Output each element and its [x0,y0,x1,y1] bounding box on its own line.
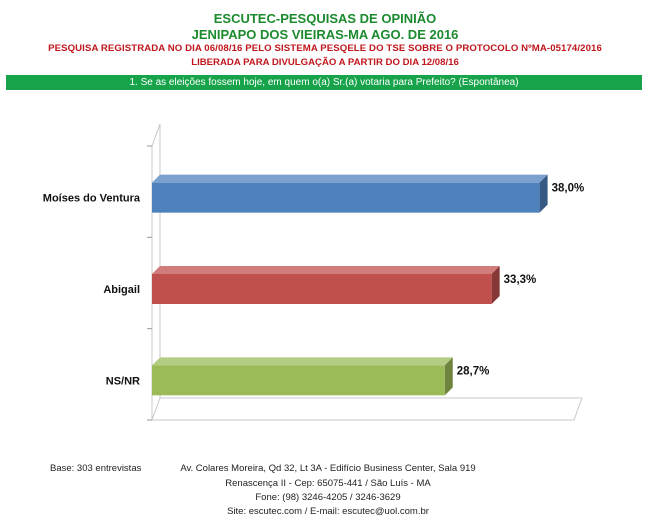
bar [152,365,445,396]
bar-top [152,266,500,274]
bar-side [491,266,500,304]
bar [152,274,492,304]
address-line-2: Renascença II - Cep: 65075-441 / São Luí… [225,478,431,489]
bar-top [152,357,453,366]
release-note: LIBERADA PARA DIVULGAÇÃO A PARTIR DO DIA… [191,57,459,68]
report-title: ESCUTEC-PESQUISAS DE OPINIÃO [213,11,437,26]
bar [152,182,540,213]
data-label: 38,0% [552,183,585,195]
phone-line: Fone: (98) 3246-4205 / 3246-3629 [255,492,401,503]
contact-line: Site: escutec.com / E-mail: escutec@uol.… [227,506,429,517]
category-label: Abigail [103,284,140,296]
data-label: 28,7% [457,365,490,377]
report-subtitle: JENIPAPO DOS VIEIRAS-MA AGO. DE 2016 [191,27,459,42]
registration-note: PESQUISA REGISTRADA NO DIA 06/08/16 PELO… [48,43,602,54]
question-banner: 1. Se as eleições fossem hoje, em quem o… [6,75,642,90]
category-label: NS/NR [106,375,140,387]
axis-floor [152,397,583,421]
data-label: 33,3% [504,274,537,286]
bar-side [444,357,453,396]
bar-top [152,174,548,183]
bar-side [539,174,548,213]
sample-base: Base: 303 entrevistas [50,463,142,474]
category-label: Moíses do Ventura [43,193,141,205]
address-line-1: Av. Colares Moreira, Qd 32, Lt 3A - Edif… [180,463,476,474]
